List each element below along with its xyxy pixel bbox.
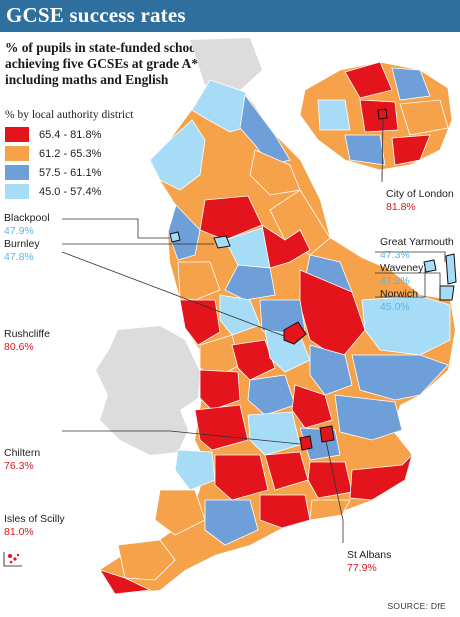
region-sussex <box>309 499 351 521</box>
callout-chiltern: Chiltern 76.3% <box>4 447 40 473</box>
legend-item: 65.4 - 81.8% <box>5 125 133 144</box>
region-lancashire <box>167 204 201 261</box>
region-cumbria <box>149 119 206 191</box>
callout-value: 81.0% <box>4 526 34 538</box>
callout-isles-of-scilly: Isles of Scilly 81.0% <box>4 513 65 539</box>
region-gloucs <box>194 404 249 451</box>
region-surrey <box>307 461 353 499</box>
callout-value: 45.0% <box>380 301 410 313</box>
callout-value: 47.9% <box>4 225 34 237</box>
callout-waveney: Waveney 47.2% <box>380 262 423 288</box>
region-manchester <box>177 261 221 301</box>
callout-name: Great Yarmouth <box>380 236 454 248</box>
region-norfolk <box>361 295 451 356</box>
callout-great-yarmouth: Great Yarmouth 47.3% <box>380 236 454 262</box>
region-dales <box>199 195 263 241</box>
legend-label: 61.2 - 65.3% <box>39 147 102 160</box>
region-derbyshire <box>219 294 261 336</box>
page-title: GCSE success rates <box>6 3 186 27</box>
region-bristol <box>174 449 216 491</box>
callout-st-albans: St Albans 77.9% <box>347 549 391 575</box>
great-yarmouth-outline <box>445 253 457 285</box>
callout-blackpool: Blackpool 47.9% <box>4 212 50 238</box>
legend-item: 61.2 - 65.3% <box>5 144 133 163</box>
callout-value: 76.3% <box>4 460 34 472</box>
region-dorset <box>204 499 259 546</box>
legend-swatch <box>5 146 29 161</box>
subtitle: % of pupils in state-funded schools achi… <box>5 40 216 87</box>
callout-norwich: Norwich 45.0% <box>380 288 418 314</box>
isles-of-scilly <box>3 552 22 567</box>
callout-name: Blackpool <box>4 212 50 224</box>
legend: % by local authority district 65.4 - 81.… <box>5 109 133 201</box>
region-suffolk <box>351 354 449 401</box>
title-bar: GCSE success rates <box>0 0 460 32</box>
region-somerset <box>154 489 206 536</box>
callout-name: Isles of Scilly <box>4 513 65 525</box>
blackpool-outline <box>169 231 181 243</box>
region-wiltshire <box>214 454 269 501</box>
callout-name: Norwich <box>380 288 418 300</box>
chiltern-outline <box>299 435 313 451</box>
region-northants <box>247 374 296 416</box>
region-birmingham <box>231 339 276 381</box>
legend-item: 57.5 - 61.1% <box>5 163 133 182</box>
london-inset <box>299 61 453 171</box>
scotland-landmass <box>190 38 262 90</box>
st-albans-outline <box>319 425 335 443</box>
leader-lines <box>61 118 446 543</box>
callout-name: Rushcliffe <box>4 328 50 340</box>
region-devon <box>117 539 176 581</box>
callout-name: Waveney <box>380 262 424 274</box>
source-credit: SOURCE: DfE <box>387 601 446 611</box>
region-cambs <box>309 344 353 396</box>
legend-swatch <box>5 165 29 180</box>
legend-swatch <box>5 127 29 142</box>
callout-name: St Albans <box>347 549 392 561</box>
callout-value: 47.2% <box>380 275 410 287</box>
callout-burnley: Burnley 47.8% <box>4 238 40 264</box>
legend-swatch <box>5 184 29 199</box>
legend-label: 45.0 - 57.4% <box>39 185 102 198</box>
callout-value: 77.9% <box>347 562 377 574</box>
callout-city-of-london: City of London 81.8% <box>386 188 454 214</box>
callout-name: Burnley <box>4 238 40 250</box>
callout-value: 80.6% <box>4 341 34 353</box>
callout-rushcliffe: Rushcliffe 80.6% <box>4 328 50 354</box>
region-oxford <box>247 411 301 456</box>
region-cornwall <box>99 569 152 595</box>
region-bedford <box>291 384 333 429</box>
waveney-outline <box>439 285 455 301</box>
region-durham <box>249 149 301 196</box>
region-kent <box>349 453 413 501</box>
region-sheffield <box>224 264 276 301</box>
legend-item: 45.0 - 57.4% <box>5 182 133 201</box>
callout-name: City of London <box>386 188 454 200</box>
callout-name: Chiltern <box>4 447 41 459</box>
callout-value: 47.8% <box>4 251 34 263</box>
callout-value: 81.8% <box>386 201 416 213</box>
region-essex <box>334 394 403 441</box>
region-cheshire <box>179 299 221 346</box>
region-worcs <box>199 369 241 411</box>
legend-label: 57.5 - 61.1% <box>39 166 102 179</box>
region-hampshire <box>259 494 311 529</box>
burnley-outline <box>213 235 231 249</box>
legend-label: 65.4 - 81.8% <box>39 128 102 141</box>
legend-title: % by local authority district <box>5 109 134 121</box>
callout-value: 47.3% <box>380 249 410 261</box>
wales-landmass <box>96 326 200 455</box>
rushcliffe-outline <box>283 321 307 345</box>
